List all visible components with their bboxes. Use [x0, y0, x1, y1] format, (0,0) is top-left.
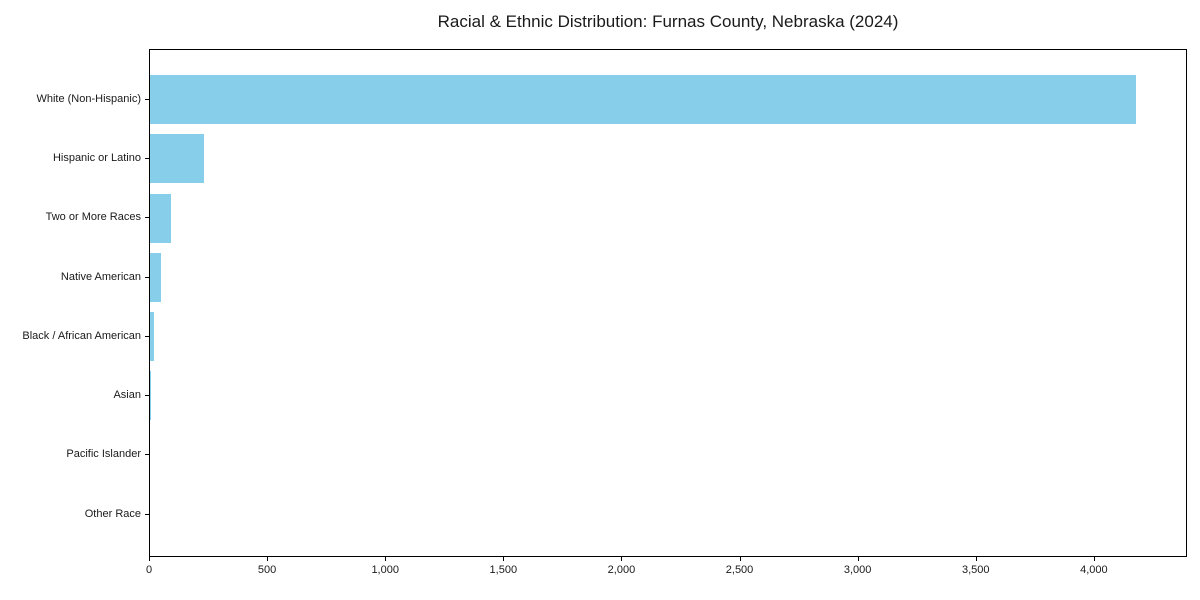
- x-tick-mark: [503, 557, 505, 561]
- y-tick-mark: [145, 157, 149, 159]
- bar: [150, 193, 172, 243]
- bar: [150, 312, 155, 362]
- x-tick-label: 500: [257, 564, 277, 576]
- y-axis-label: Pacific Islander: [66, 448, 141, 461]
- x-tick-label: 1,000: [371, 564, 399, 576]
- x-tick-mark: [975, 557, 977, 561]
- bar: [150, 252, 161, 302]
- x-tick-label: 2,000: [607, 564, 636, 576]
- chart-row: [150, 248, 1186, 307]
- x-tick-mark: [149, 557, 150, 561]
- chart-row: [150, 426, 1186, 485]
- chart-title: Racial & Ethnic Distribution: Furnas Cou…: [437, 12, 899, 31]
- chart-row: [150, 366, 1186, 425]
- y-tick-mark: [145, 276, 149, 278]
- chart-row: [150, 485, 1186, 544]
- x-tick-mark: [857, 557, 859, 561]
- x-tick-label: 2,500: [725, 564, 754, 576]
- x-tick-mark: [621, 557, 623, 561]
- y-axis-label: Native American: [60, 270, 141, 283]
- x-tick-label: 3,500: [961, 564, 990, 576]
- chart-row: [150, 189, 1186, 248]
- bar-rows: [150, 70, 1186, 544]
- plot-area: [149, 49, 1187, 557]
- chart-row: [150, 307, 1186, 366]
- y-axis-label: Hispanic or Latino: [52, 151, 141, 164]
- x-tick-mark: [385, 557, 387, 561]
- y-tick-mark: [145, 98, 149, 100]
- chart-row: [150, 70, 1186, 129]
- chart-row: [150, 129, 1186, 188]
- x-tick-label: 0: [145, 564, 153, 576]
- x-tick-mark: [1093, 557, 1095, 561]
- x-tick-label: 4,000: [1080, 564, 1108, 576]
- y-axis-label: Asian: [113, 389, 141, 402]
- bar: [150, 75, 1137, 124]
- y-axis-label: Other Race: [84, 507, 141, 520]
- y-tick-mark: [145, 454, 149, 456]
- x-tick-mark: [739, 557, 741, 561]
- y-axis-label: Two or More Races: [45, 211, 141, 224]
- x-tick-label: 3,000: [843, 564, 872, 576]
- y-tick-mark: [145, 335, 149, 337]
- y-tick-mark: [145, 395, 149, 397]
- bar: [150, 134, 205, 184]
- y-tick-mark: [145, 217, 149, 219]
- y-axis-label: White (Non-Hispanic): [36, 92, 141, 105]
- x-tick-mark: [267, 557, 269, 561]
- y-tick-mark: [145, 513, 149, 515]
- y-axis-label: Black / African American: [22, 329, 141, 342]
- x-tick-label: 1,500: [489, 564, 518, 576]
- bar: [150, 371, 152, 421]
